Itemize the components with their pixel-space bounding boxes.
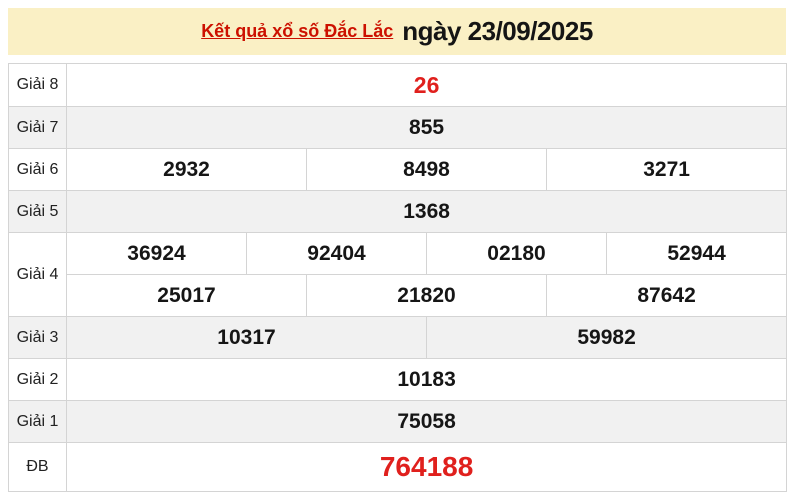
prize-number: 764188 — [65, 442, 788, 492]
prize-number: 25017 — [66, 274, 307, 317]
prize-label: Giải 1 — [8, 400, 67, 443]
prize-number: 2932 — [66, 148, 307, 191]
table-row-prize-1: Giải 1 75058 — [8, 400, 788, 443]
table-row-prize-2: Giải 2 10183 — [8, 358, 788, 401]
prize-label: Giải 2 — [8, 358, 67, 401]
table-row-prize-3: Giải 3 10317 59982 — [8, 316, 788, 359]
table-row-prize-8: Giải 8 26 — [8, 63, 788, 107]
prize-number: 10183 — [65, 358, 788, 401]
table-row-prize-db: ĐB 764188 — [8, 442, 788, 492]
prize-number: 21820 — [306, 274, 547, 317]
prize-number: 59982 — [425, 316, 788, 359]
prize-label: Giải 6 — [8, 148, 67, 191]
prize-number: 3271 — [545, 148, 788, 191]
prize-number: 02180 — [426, 232, 607, 275]
prize-number: 8498 — [306, 148, 547, 191]
prize-label: Giải 5 — [8, 190, 67, 233]
prize-number: 1368 — [65, 190, 788, 233]
prize-label: Giải 8 — [8, 63, 67, 107]
prize-number: 26 — [65, 63, 788, 107]
table-row-prize-4a: Giải 4 36924 92404 02180 52944 — [8, 232, 788, 317]
prize-number: 75058 — [65, 400, 788, 443]
results-table: Giải 8 26 Giải 7 855 Giải 6 2932 8498 32… — [8, 63, 788, 492]
prize-label: Giải 3 — [8, 316, 67, 359]
header-banner: Kết quả xổ số Đắc Lắc ngày 23/09/2025 — [8, 8, 786, 55]
prize-number: 92404 — [246, 232, 427, 275]
prize-number: 10317 — [66, 316, 427, 359]
prize-label: Giải 4 — [8, 232, 67, 317]
table-row-prize-7: Giải 7 855 — [8, 106, 788, 149]
prize-number: 36924 — [66, 232, 247, 275]
lottery-title-link[interactable]: Kết quả xổ số Đắc Lắc — [201, 21, 394, 41]
table-row-prize-6: Giải 6 2932 8498 3271 — [8, 148, 788, 191]
prize-number: 855 — [65, 106, 788, 149]
draw-date: ngày 23/09/2025 — [402, 16, 593, 46]
prize-label: Giải 7 — [8, 106, 67, 149]
prize-label: ĐB — [8, 442, 67, 492]
prize-number: 87642 — [545, 274, 788, 317]
prize-number: 52944 — [605, 232, 788, 275]
table-row-prize-4b: 25017 21820 87642 — [9, 274, 788, 317]
table-row-prize-5: Giải 5 1368 — [8, 190, 788, 233]
